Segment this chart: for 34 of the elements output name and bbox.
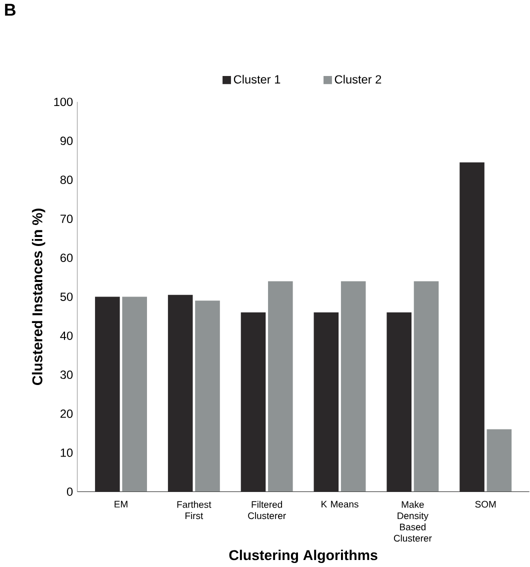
bar [195,300,220,492]
x-tick-label: EM [114,500,128,508]
y-tick-label: 50 [60,292,73,301]
bar [241,312,266,492]
bar [314,312,339,492]
x-tick-label: SOM [475,500,496,508]
y-tick-label: 40 [60,332,73,340]
bar [95,296,120,492]
legend-label: Cluster 2 [335,74,382,84]
bar [414,281,439,492]
x-tick-label: Make Density Based Clusterer [394,500,432,542]
legend-label: Cluster 1 [234,74,280,84]
bar [341,281,366,492]
y-axis-title: Clustered Instances (in %) [32,208,46,386]
bar [386,312,412,492]
x-tick-label: K Means [322,500,359,508]
y-tick-label: 20 [60,410,73,418]
x-axis-title: Clustering Algorithms [229,550,378,564]
y-tick-label: 90 [60,136,73,146]
x-tick-label: Farthest First [178,500,212,520]
bar [168,294,193,492]
y-tick-label: 100 [54,98,73,106]
y-tick-label: 80 [60,176,73,184]
text: B [5,4,16,16]
bar [486,429,512,492]
y-tick-label: 30 [60,370,73,379]
bar [268,281,294,492]
bar [122,296,148,492]
bar [460,162,485,492]
y-tick-label: 70 [60,214,73,224]
y-tick-label: 10 [61,448,73,457]
x-tick-label: Filtered Clusterer [248,500,286,520]
y-tick-label: 0 [67,487,73,496]
y-tick-label: 60 [60,254,73,262]
